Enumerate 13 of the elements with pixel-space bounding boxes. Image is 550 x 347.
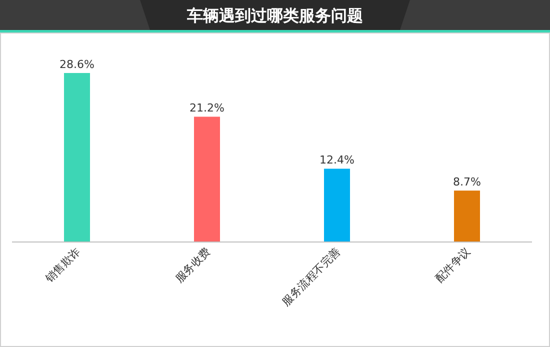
chart-title: 车辆遇到过哪类服务问题 (186, 6, 363, 25)
x-tick-label: 销售欺诈 (42, 244, 84, 286)
data-label: 28.6% (60, 58, 94, 71)
data-label: 8.7% (453, 176, 481, 189)
bar (194, 116, 220, 242)
x-tick-label: 服务收费 (172, 244, 214, 286)
bar (64, 73, 90, 242)
data-label: 21.2% (190, 102, 224, 115)
bar (324, 168, 350, 242)
bar (454, 190, 480, 242)
x-tick-label: 服务流程不完善 (279, 244, 344, 309)
x-tick-label: 配件争议 (432, 244, 474, 286)
data-label: 12.4% (320, 154, 354, 167)
